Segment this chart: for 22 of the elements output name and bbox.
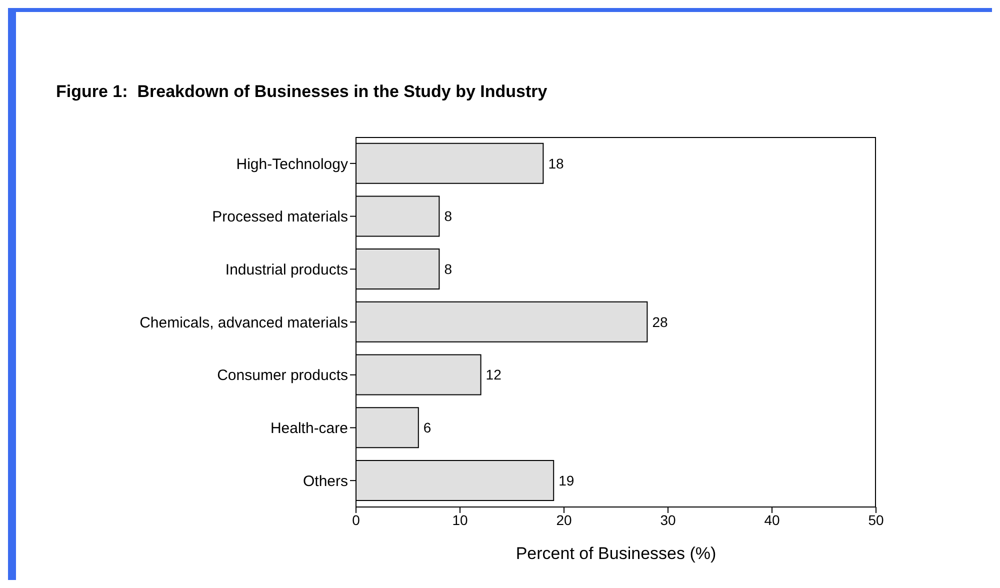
x-tick-label: 10 xyxy=(452,512,468,528)
data-label: 8 xyxy=(444,208,452,224)
y-tick-label: High-Technology xyxy=(236,156,348,173)
y-tick-label: Others xyxy=(302,472,348,490)
y-tick-label: Processed materials xyxy=(212,208,348,226)
data-label: 28 xyxy=(652,314,668,330)
data-label: 6 xyxy=(423,420,432,436)
data-label: 8 xyxy=(444,261,452,278)
x-tick-label: 50 xyxy=(868,512,884,528)
x-tick-label: 40 xyxy=(764,512,780,528)
chart-title: Figure 1: Breakdown of Businesses in the Study by Industry xyxy=(56,82,548,102)
y-tick-label: Industrial products xyxy=(225,261,348,278)
y-tick-label: Health-care xyxy=(270,420,348,438)
data-label: 19 xyxy=(558,472,574,488)
x-tick-label: 0 xyxy=(352,512,360,528)
x-tick-label: 20 xyxy=(556,512,572,528)
x-tick-label: 30 xyxy=(660,512,676,528)
y-tick-label: Consumer products xyxy=(217,367,348,384)
y-tick-label: Chemicals, advanced materials xyxy=(140,314,348,332)
data-label: 12 xyxy=(486,366,502,383)
data-label: 18 xyxy=(548,155,564,172)
x-axis-title: Percent of Businesses (%) xyxy=(516,544,716,563)
